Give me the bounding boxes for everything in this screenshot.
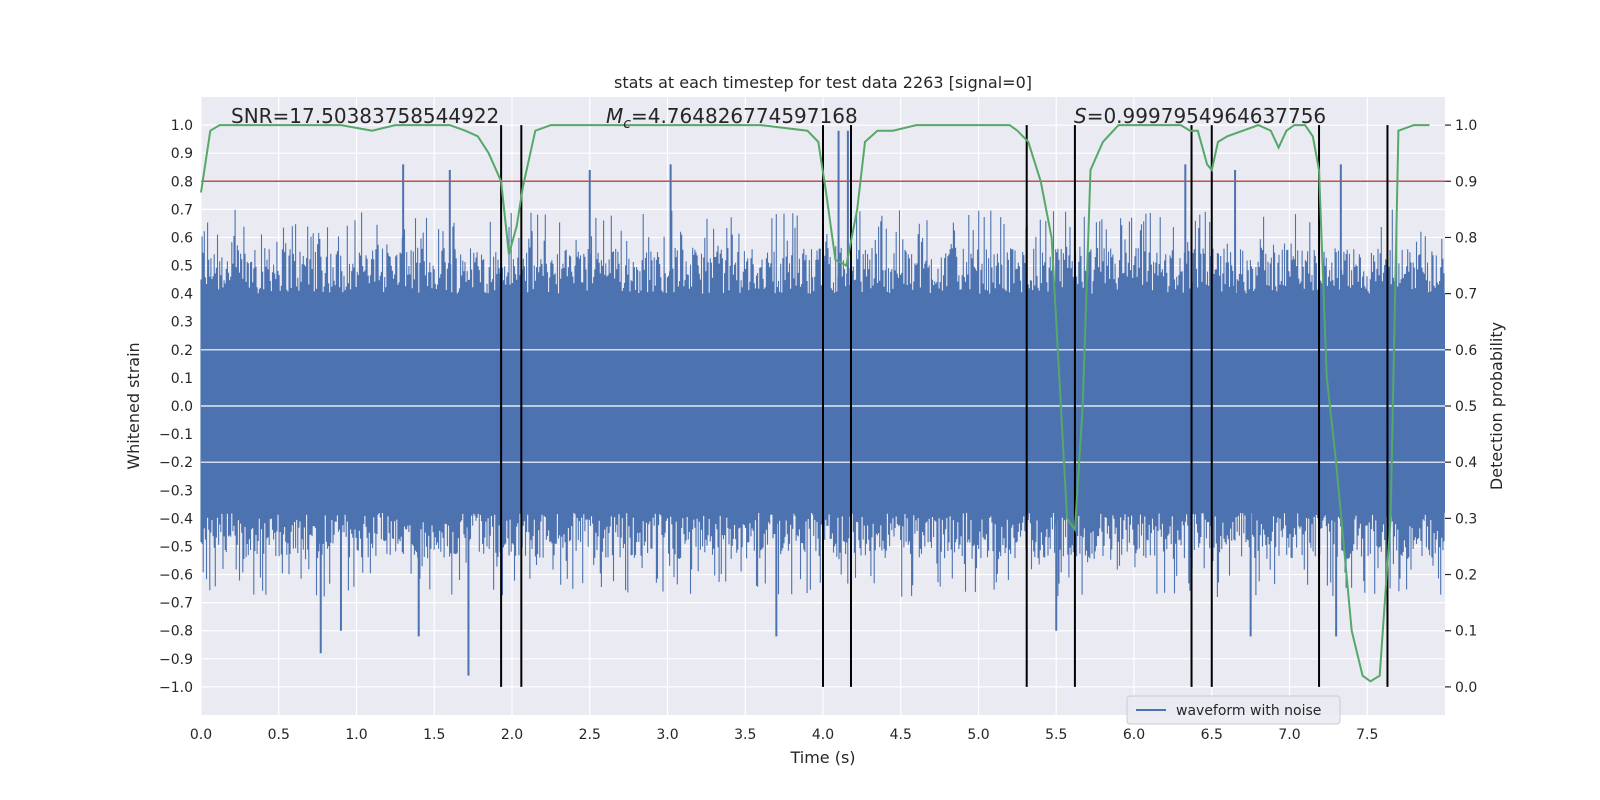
y-tick-label: −0.5 [159,539,193,555]
y2-tick-label: 0.2 [1455,568,1477,584]
y-tick-label: 0.5 [171,259,193,275]
s-symbol: S [1074,104,1087,128]
s-annotation: S=0.9997954964637756 [1074,104,1326,128]
x-tick-label: 3.0 [656,727,678,743]
y-tick-label: 0.1 [171,371,193,387]
x-tick-label: 0.5 [268,727,290,743]
x-tick-label: 2.5 [579,727,601,743]
chirp-mass-symbol: M [606,104,623,128]
legend-box [1126,695,1341,725]
snr-annotation: SNR=17.50383758544922 [231,104,499,128]
x-axis-title: Time (s) [789,748,855,767]
y2-tick-label: 0.0 [1455,680,1477,696]
x-tick-label: 5.5 [1045,727,1067,743]
x-tick-label: 5.0 [967,727,989,743]
y2-axis-title: Detection probability [1487,322,1506,490]
y2-tick-label: 0.1 [1455,624,1477,640]
y2-tick-label: 0.7 [1455,287,1477,303]
chirp-mass-annotation: Mc=4.764826774597168 [606,104,858,132]
y-axis-title: Whitened strain [124,342,143,469]
y-tick-label: −0.4 [159,511,193,527]
y2-tick-label: 0.9 [1455,174,1477,190]
chirp-mass-subscript: c [623,116,631,132]
y-tick-label: 0.6 [171,230,193,246]
x-tick-label: 7.5 [1356,727,1378,743]
y-tick-label: −0.2 [159,455,193,471]
x-tick-label: 2.0 [501,727,523,743]
probability-line [200,124,1430,683]
y-tick-label: −0.7 [159,596,193,612]
y-tick-label: 0.7 [171,202,193,218]
y-tick-label: 0.0 [171,399,193,415]
y2-tick-label: 1.0 [1455,118,1477,134]
vertical-lines [500,125,1389,687]
legend: waveform with noise [1126,695,1341,725]
y-tick-label: 0.4 [171,287,193,303]
x-tick-label: 4.5 [890,727,912,743]
y2-tick-label: 0.6 [1455,343,1477,359]
y2-tick-label: 0.4 [1455,455,1477,471]
y-tick-label: −0.6 [159,568,193,584]
detection-probability-series [200,124,1430,683]
x-tick-label: 3.5 [734,727,756,743]
waveform-noise [200,209,1445,597]
y-tick-label: 0.9 [171,146,193,162]
legend-label: waveform with noise [1176,703,1321,719]
x-tick-label: 1.0 [345,727,367,743]
x-tick-label: 6.0 [1123,727,1145,743]
x-tick-label: 7.0 [1278,727,1300,743]
y-tick-label: −0.9 [159,652,193,668]
chirp-mass-value: =4.764826774597168 [631,104,858,128]
chart-title: stats at each timestep for test data 226… [614,73,1032,92]
y2-axis-ticks: 1.0 0.9 0.8 0.7 0.6 0.5 0.4 0.3 0.2 0.1 0.0 [1445,118,1477,696]
y-tick-label: 0.2 [171,343,193,359]
y-tick-label: −0.3 [159,483,193,499]
x-tick-label: 4.0 [812,727,834,743]
s-value: =0.9997954964637756 [1087,104,1326,128]
y-tick-label: −0.1 [159,427,193,443]
y-axis-ticks: 1.0 0.9 0.8 0.7 0.6 0.5 0.4 0.3 0.2 0.1 0.0 −0.1 −0.… [159,118,193,696]
x-tick-label: 6.5 [1201,727,1223,743]
x-tick-label: 1.5 [423,727,445,743]
x-axis-ticks: 0.0 0.5 1.0 1.5 2.0 2.5 3.0 3.5 4.0 4.5 5.0 5.5 6.0 6… [190,727,1379,743]
x-tick-label: 0.0 [190,727,212,743]
y-tick-label: −0.8 [159,624,193,640]
y-tick-label: −1.0 [159,680,193,696]
y2-tick-label: 0.3 [1455,511,1477,527]
y-tick-label: 0.3 [171,315,193,331]
y2-tick-label: 0.5 [1455,399,1477,415]
y-tick-label: 0.8 [171,174,193,190]
y-tick-label: 1.0 [171,118,193,134]
y2-tick-label: 0.8 [1455,230,1477,246]
